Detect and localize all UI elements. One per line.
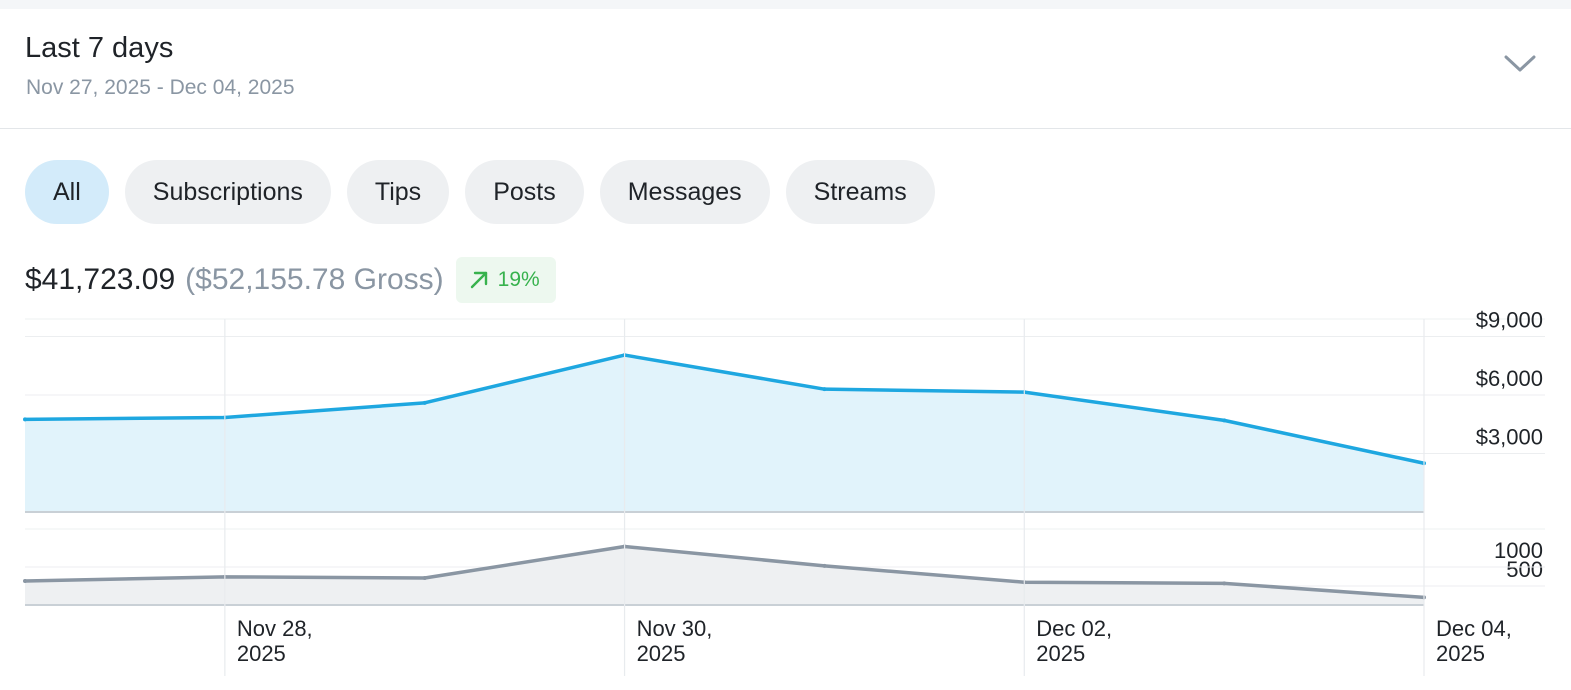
earnings-data-point [822,387,827,392]
x-tick-label: Dec 04, 2025 [1436,616,1512,666]
chevron-down-icon[interactable] [1503,53,1537,75]
change-badge: 19% [455,257,556,303]
arrow-up-right-icon [470,271,487,289]
filter-chip-messages[interactable]: Messages [599,160,770,224]
change-percent: 19% [497,268,540,291]
earnings-data-point [1022,390,1027,395]
earnings-y-tick-label: $6,000 [1476,366,1543,391]
count-area [25,546,1424,605]
x-tick-label: Nov 30, 2025 [637,616,713,666]
x-axis: Nov 28, 2025 Nov 30, 2025 Dec 02, 2025 Dec 04,… [224,319,1512,676]
earnings-series-line [24,353,1425,465]
period-selector[interactable]: Last 7 days Nov 27, 2025 - Dec 04, 2025 [0,9,1571,129]
earnings-data-point [422,400,427,405]
x-tick-label: Nov 28, 2025 [237,616,313,666]
filter-chip-streams[interactable]: Streams [785,160,935,224]
count-data-point [422,576,427,581]
count-data-point [822,563,827,568]
filter-chips: All Subscriptions Tips Posts Messages St… [25,160,935,224]
count-y-tick-label: 1000 [1494,538,1543,563]
period-title: Last 7 days [25,32,174,64]
earnings-data-point [1422,461,1426,466]
count-data-point [23,579,27,584]
earnings-data-point [622,353,627,358]
gross-earnings: ($52,155.78 Gross) [185,263,444,296]
count-data-point [1222,581,1227,586]
earnings-summary: $41,723.09 ($52,155.78 Gross) 19% [25,256,556,304]
count-data-point [222,574,227,579]
earnings-data-point [222,415,227,420]
earnings-y-tick-label: $9,000 [1476,308,1543,333]
filter-chip-posts[interactable]: Posts [465,160,584,224]
filter-chip-all[interactable]: All [25,160,109,224]
earnings-data-point [1222,418,1227,423]
count-data-point [1022,580,1027,585]
earnings-plot: $3,000 $6,000 $9,000 [23,308,1545,513]
earnings-data-point [23,417,27,422]
earnings-area [25,355,1424,512]
count-y-tick-label: 500 [1506,557,1543,582]
count-series-line [24,544,1425,600]
earnings-y-tick-label: $3,000 [1476,425,1543,450]
top-strip [0,0,1571,9]
net-earnings: $41,723.09 [25,263,176,296]
count-data-point [1422,595,1426,600]
x-tick-label: Dec 02, 2025 [1036,616,1112,666]
period-date-range: Nov 27, 2025 - Dec 04, 2025 [26,76,295,99]
filter-chip-subscriptions[interactable]: Subscriptions [124,160,331,224]
count-data-point [622,544,627,549]
filter-chip-tips[interactable]: Tips [346,160,450,224]
